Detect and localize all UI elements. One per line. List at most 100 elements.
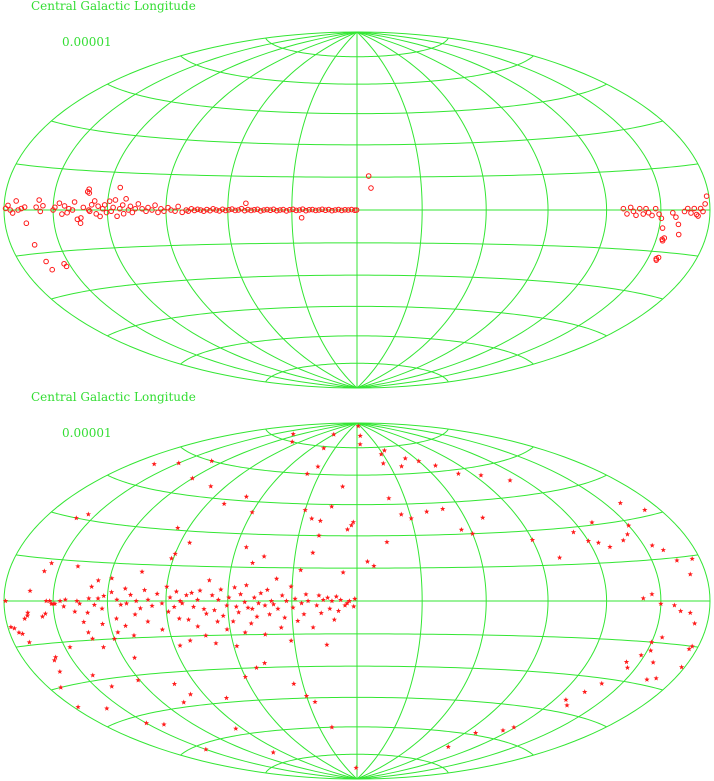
- source-star-marker: [288, 583, 294, 589]
- source-star-marker: [623, 659, 630, 665]
- source-circle-marker: [280, 206, 287, 213]
- source-circle-marker: [179, 209, 185, 216]
- source-star-marker: [26, 639, 33, 645]
- source-star-marker: [109, 575, 115, 581]
- source-circle-marker: [112, 197, 119, 203]
- source-circle-marker: [85, 207, 92, 213]
- source-star-marker: [424, 508, 430, 514]
- source-star-marker: [270, 601, 277, 607]
- source-star-marker: [258, 590, 264, 596]
- source-circle-marker: [23, 220, 30, 227]
- source-star-marker: [283, 598, 290, 604]
- source-star-marker: [151, 461, 157, 467]
- source-star-marker: [172, 551, 178, 557]
- source-star-marker: [295, 618, 301, 624]
- source-circle-marker: [270, 206, 277, 213]
- source-star-marker: [290, 604, 296, 610]
- source-star-marker: [51, 657, 58, 663]
- source-star-marker: [386, 495, 392, 501]
- parallel-line: [180, 55, 534, 85]
- source-star-marker: [310, 624, 316, 630]
- source-star-marker: [234, 643, 240, 649]
- source-star-marker: [478, 472, 484, 478]
- source-star-marker: [331, 616, 337, 622]
- source-star-marker: [133, 598, 139, 604]
- chart-title: Central Galactic Longitude: [31, 390, 196, 404]
- source-star-marker: [161, 721, 167, 727]
- source-circle-marker: [283, 208, 290, 214]
- source-star-marker: [658, 600, 664, 607]
- source-circle-marker: [332, 207, 339, 213]
- source-star-marker: [57, 598, 63, 604]
- source-star-marker: [261, 660, 268, 666]
- source-circle-marker: [630, 208, 637, 215]
- source-star-marker: [141, 587, 148, 593]
- source-star-marker: [270, 749, 276, 755]
- source-circle-marker: [88, 202, 95, 208]
- source-star-marker: [282, 614, 288, 620]
- source-star-marker: [185, 616, 192, 622]
- source-star-marker: [660, 547, 666, 553]
- source-star-marker: [344, 600, 350, 606]
- source-star-marker: [22, 615, 28, 621]
- source-star-marker: [432, 462, 439, 468]
- source-circle-marker: [15, 207, 21, 213]
- source-star-marker: [266, 611, 273, 617]
- source-circle-marker: [299, 206, 306, 212]
- source-star-marker: [186, 539, 193, 546]
- source-star-marker: [118, 601, 124, 608]
- source-star-marker: [589, 519, 595, 525]
- source-star-marker: [480, 514, 486, 520]
- data-points: [2, 423, 698, 771]
- source-star-marker: [398, 463, 405, 469]
- source-circle-marker: [200, 208, 207, 214]
- graticule: [3, 422, 711, 780]
- source-star-marker: [304, 471, 310, 477]
- source-star-marker: [57, 668, 63, 674]
- source-circle-marker: [232, 207, 238, 214]
- source-star-marker: [58, 684, 64, 690]
- source-star-marker: [149, 603, 155, 609]
- source-star-marker: [455, 470, 462, 476]
- source-star-marker: [189, 475, 196, 481]
- source-star-marker: [173, 588, 180, 594]
- source-circle-marker: [293, 207, 299, 214]
- source-star-marker: [203, 632, 209, 638]
- source-circle-marker: [296, 207, 303, 213]
- source-star-marker: [570, 529, 577, 535]
- source-star-marker: [350, 519, 356, 525]
- source-circle-marker: [194, 206, 201, 213]
- source-star-marker: [214, 618, 221, 624]
- source-star-marker: [315, 463, 321, 469]
- source-circle-marker: [673, 214, 679, 220]
- source-star-marker: [261, 553, 267, 559]
- parallel-line: [107, 83, 607, 115]
- source-circle-marker: [229, 206, 235, 212]
- source-circle-marker: [277, 207, 283, 213]
- source-star-marker: [233, 603, 239, 609]
- source-star-marker: [167, 594, 173, 600]
- source-star-marker: [384, 539, 390, 545]
- source-star-marker: [620, 537, 626, 543]
- source-star-marker: [648, 639, 655, 645]
- source-star-marker: [243, 582, 250, 588]
- source-star-marker: [305, 598, 311, 604]
- source-star-marker: [67, 644, 73, 650]
- source-star-marker: [674, 557, 680, 563]
- source-star-marker: [11, 625, 18, 631]
- source-star-marker: [135, 677, 141, 683]
- source-star-marker: [218, 586, 224, 592]
- source-star-marker: [301, 611, 307, 617]
- source-star-marker: [472, 730, 479, 736]
- source-star-marker: [511, 724, 517, 730]
- source-circle-marker: [103, 209, 110, 216]
- source-star-marker: [75, 563, 81, 569]
- parallel-line: [180, 446, 534, 476]
- source-star-marker: [215, 597, 222, 603]
- source-circle-marker: [56, 200, 63, 206]
- source-circle-marker: [155, 209, 161, 216]
- source-star-marker: [378, 451, 384, 457]
- source-star-marker: [599, 680, 605, 686]
- source-star-marker: [642, 507, 648, 513]
- source-circle-marker: [161, 208, 167, 214]
